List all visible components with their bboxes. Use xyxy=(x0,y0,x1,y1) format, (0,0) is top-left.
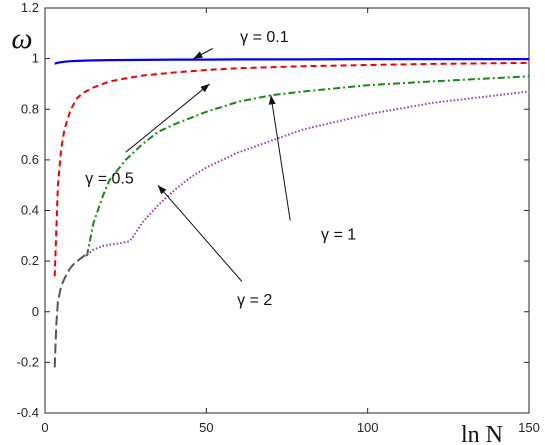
x-axis-title: ln N xyxy=(461,422,503,445)
series-group xyxy=(53,57,530,368)
ticks: 0 50 100 150 -0.4 -0.2 0 0.2 0.4 0.6 0.8 1 1.2 xyxy=(17,0,540,435)
y-tick-label-0: -0.4 xyxy=(17,405,39,420)
series-line-0 xyxy=(54,57,529,65)
annotation-arrowhead-1 xyxy=(200,83,210,93)
x-tick-label-0: 0 xyxy=(41,420,48,435)
x-tick-label-3: 150 xyxy=(518,420,540,435)
annotation-arrow-2 xyxy=(270,95,291,221)
y-tick-label-2: 0 xyxy=(32,304,39,319)
annotation-arrowhead-3 xyxy=(157,185,167,195)
annotation-label-3: γ = 2 xyxy=(237,292,272,309)
series-line-3 xyxy=(86,90,530,256)
plot-area xyxy=(44,7,530,414)
series-line-2 xyxy=(85,75,530,257)
annotation-label-1: γ = 0.5 xyxy=(85,171,134,188)
annotation-arrowhead-2 xyxy=(268,95,276,105)
y-tick-label-1: -0.2 xyxy=(17,354,39,369)
y-tick-label-5: 0.6 xyxy=(21,152,39,167)
y-tick-label-8: 1.2 xyxy=(21,0,39,15)
plot-frame xyxy=(44,7,530,414)
annotation-arrow-1 xyxy=(125,83,210,153)
y-tick-label-3: 0.2 xyxy=(21,253,39,268)
annotation-label-2: γ = 1 xyxy=(321,226,356,243)
annotation-label-0: γ = 0.1 xyxy=(240,29,289,46)
y-axis-title: ω xyxy=(11,22,32,55)
annotation-arrowhead-0 xyxy=(193,51,203,59)
x-tick-label-2: 100 xyxy=(357,420,379,435)
annotations: γ = 0.1 γ = 0.5 γ = 1 γ = 2 xyxy=(85,29,356,309)
series-line-4 xyxy=(53,253,88,368)
y-tick-label-7: 1 xyxy=(32,51,39,66)
y-tick-label-4: 0.4 xyxy=(21,203,39,218)
annotation-arrow-3 xyxy=(157,184,243,282)
y-tick-label-6: 0.8 xyxy=(21,101,39,116)
series-line-1 xyxy=(53,61,530,277)
x-tick-label-1: 50 xyxy=(199,420,213,435)
